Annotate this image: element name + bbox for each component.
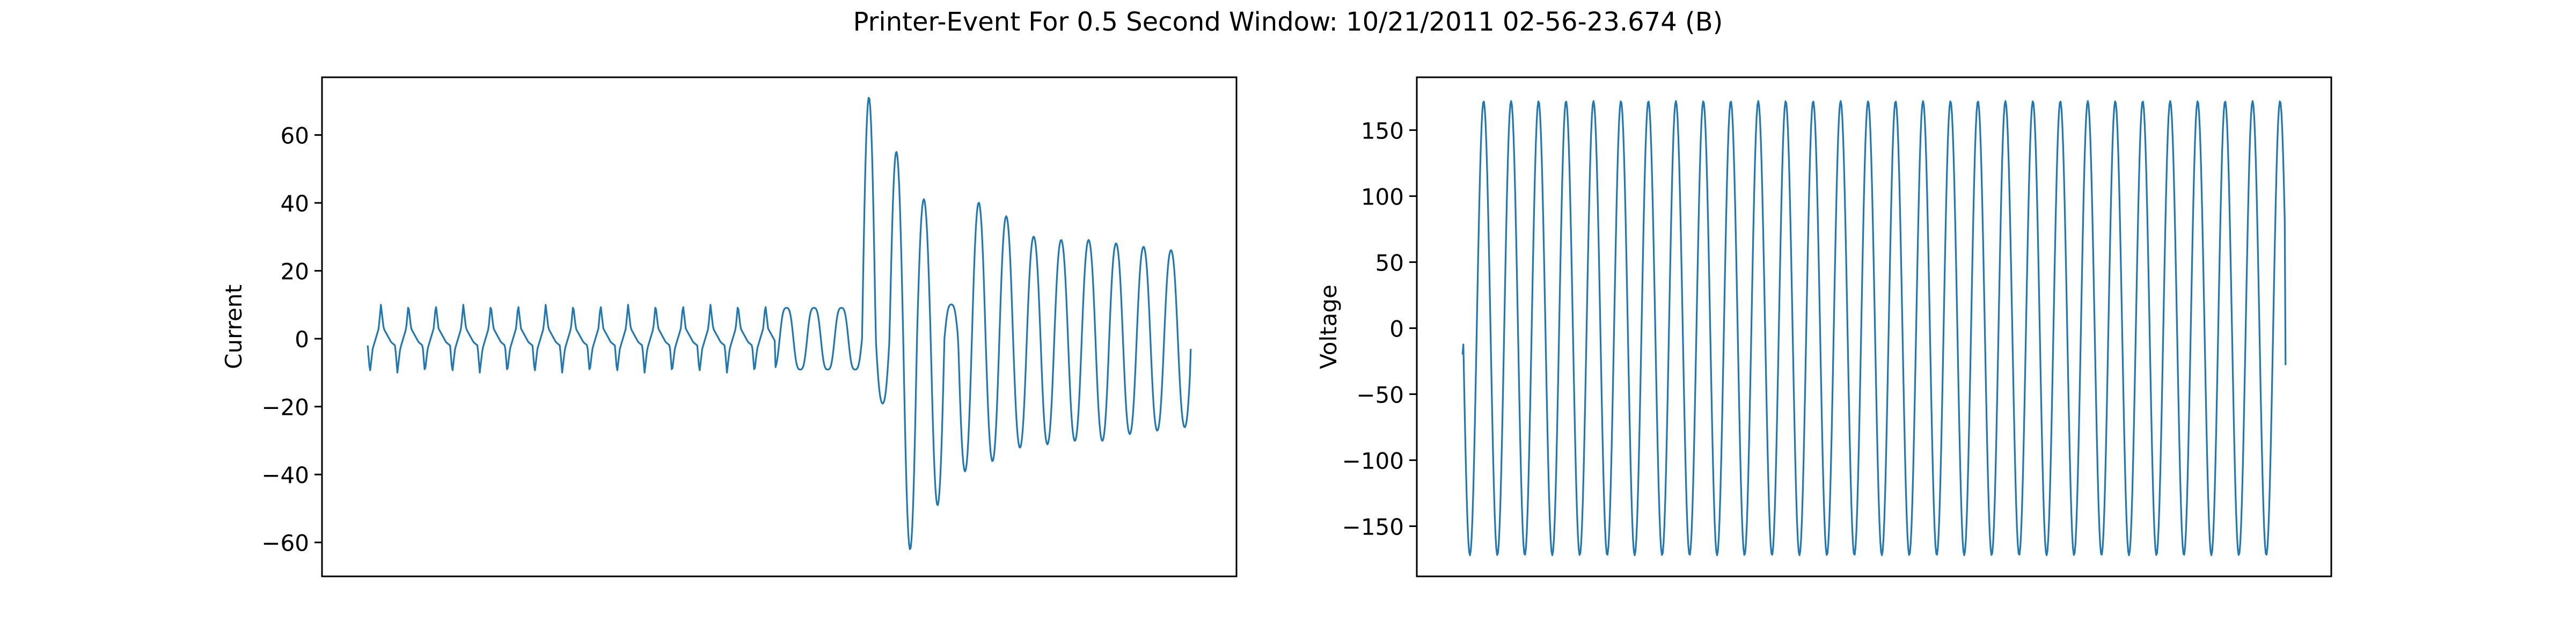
axes-frame bbox=[1416, 76, 2332, 577]
series-line-1 bbox=[1461, 100, 2287, 557]
current-plot: −60 −40 −20 0 20 40 60 Current bbox=[221, 76, 1238, 577]
y-tick-label: 40 bbox=[281, 191, 309, 217]
series-line-0 bbox=[367, 97, 1192, 550]
y-tick-label: 150 bbox=[1361, 118, 1404, 144]
y-tick-label: −60 bbox=[261, 530, 309, 557]
y-tick-label: −100 bbox=[1342, 448, 1404, 474]
figure-title: Printer-Event For 0.5 Second Window: 10/… bbox=[853, 7, 1723, 37]
y-tick-label: 100 bbox=[1361, 184, 1404, 210]
y-tick-label: −40 bbox=[261, 462, 309, 488]
y-tick-label: −50 bbox=[1356, 382, 1404, 408]
y-tick-label: −20 bbox=[261, 394, 309, 421]
y-tick-label: −150 bbox=[1342, 514, 1404, 540]
y-tick-label: 50 bbox=[1375, 250, 1404, 276]
y-axis-label: Voltage bbox=[1315, 284, 1342, 369]
voltage-plot: −150 −100 −50 0 50 100 150 Voltage bbox=[1315, 76, 2332, 577]
y-tick-label: 60 bbox=[281, 123, 309, 149]
y-axis-label: Current bbox=[221, 284, 247, 369]
y-tick-label: 20 bbox=[281, 259, 309, 285]
y-tick-label: 0 bbox=[295, 326, 309, 353]
axes-frame bbox=[321, 76, 1238, 577]
y-tick-label: 0 bbox=[1389, 316, 1404, 342]
